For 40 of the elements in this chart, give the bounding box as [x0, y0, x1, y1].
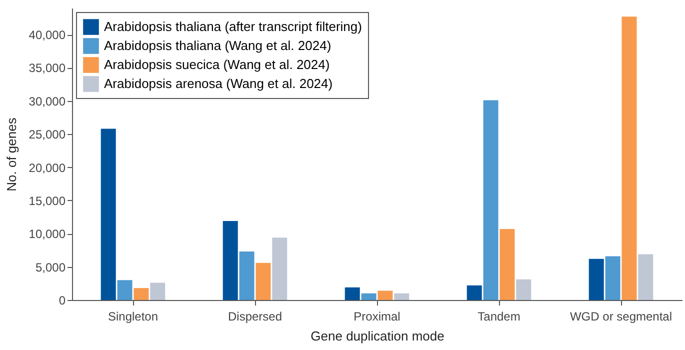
x-axis-title: Gene duplication mode [310, 328, 444, 344]
x-tick-label: Dispersed [228, 310, 282, 324]
bar [222, 221, 238, 300]
y-tick-label: 10,000 [28, 227, 66, 242]
legend-label: Arabidopsis thaliana (after transcript filtering) [104, 19, 362, 34]
y-tick-label: 40,000 [28, 28, 66, 42]
bar [361, 293, 376, 300]
bar [272, 238, 288, 300]
y-tick-label: 20,000 [28, 160, 66, 175]
bar [344, 287, 360, 300]
x-tick-label: Singleton [108, 310, 158, 324]
bar [239, 252, 254, 300]
x-tick-label: Tandem [478, 310, 520, 324]
x-tick-label: Proximal [354, 310, 400, 324]
y-tick-label: 5,000 [35, 260, 66, 274]
bar [117, 280, 132, 300]
bar [394, 293, 410, 300]
y-tick-label: 15,000 [28, 194, 66, 208]
y-tick-label: 30,000 [28, 94, 66, 108]
bar [605, 256, 620, 300]
legend-label: Arabidopsis suecica (Wang et al. 2024) [104, 57, 330, 72]
legend-label: Arabidopsis arenosa (Wang et al. 2024) [104, 76, 333, 91]
legend-label: Arabidopsis thaliana (Wang et al. 2024) [104, 38, 332, 53]
bar [622, 16, 637, 300]
bar [134, 288, 149, 300]
bar [150, 282, 166, 300]
y-axis-title: No. of genes [4, 117, 19, 192]
bar [500, 228, 515, 300]
bar [516, 279, 532, 300]
bar [378, 290, 393, 300]
bar [483, 100, 498, 300]
y-tick-label: 0 [58, 294, 66, 308]
bar [100, 128, 116, 300]
bar [588, 258, 604, 300]
bar [256, 262, 271, 300]
y-tick-label: 25,000 [28, 128, 66, 142]
bar [466, 285, 482, 300]
x-tick-label: WGD or segmental [570, 310, 672, 324]
y-tick-label: 35,000 [28, 61, 66, 76]
bar [638, 254, 654, 300]
